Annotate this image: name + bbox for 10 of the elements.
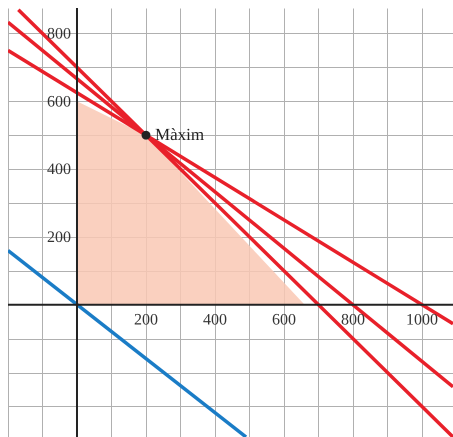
y-tick-label: 800 [46, 25, 71, 42]
x-tick-label: 800 [340, 312, 365, 329]
y-tick-label: 600 [46, 93, 71, 110]
x-tick-label: 600 [272, 312, 296, 329]
x-tick-label: 400 [202, 312, 227, 329]
x-tick-label: 200 [134, 312, 158, 329]
y-tick-label: 400 [46, 161, 71, 178]
y-tick-label: 200 [46, 228, 71, 246]
annotation: Màxim [154, 125, 204, 144]
x-tick-label: 1000 [406, 312, 438, 329]
